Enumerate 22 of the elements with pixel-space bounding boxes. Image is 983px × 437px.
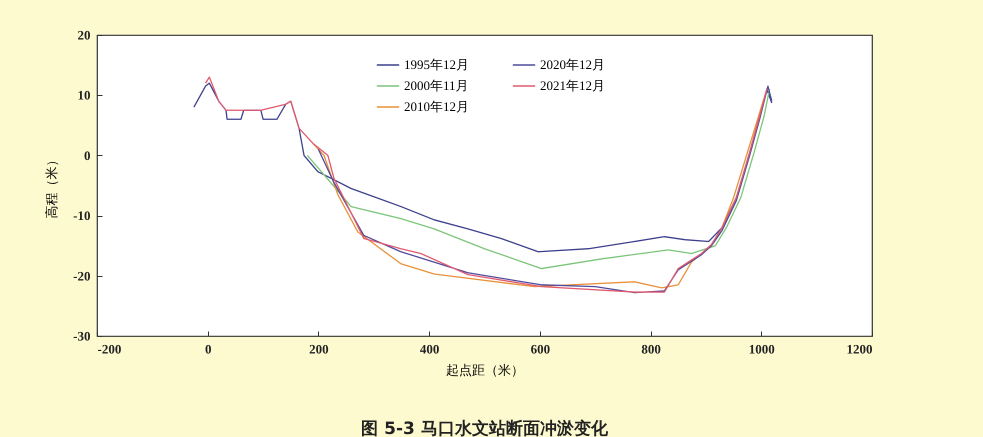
legend-label: 2000年11月: [404, 78, 469, 93]
x-tick-label: 1000: [748, 342, 775, 356]
legend-label: 2010年12月: [404, 99, 469, 114]
y-tick-label: 20: [78, 28, 90, 42]
y-tick-label: -30: [73, 328, 90, 344]
y-tick-label: 0: [84, 148, 90, 163]
x-tick-label: 0: [204, 342, 212, 356]
y-axis-title: 高程（米）: [44, 154, 60, 218]
y-tick-label: -10: [73, 208, 90, 224]
x-tick-label: 1200: [846, 342, 872, 356]
x-tick-label: 600: [530, 342, 550, 356]
text: 图 5-3 马口水文站断面冲淤变化: [361, 419, 609, 437]
legend-label: 1995年12月: [404, 57, 469, 72]
legend-label: 2020年12月: [540, 57, 605, 72]
x-tick-label: -200: [98, 342, 122, 356]
x-tick-label: 200: [309, 342, 329, 356]
y-tick-label: -20: [73, 268, 90, 284]
x-tick-label: 800: [641, 342, 661, 356]
x-tick-label: 400: [420, 342, 440, 356]
x-axis-title: 起点距（米）: [446, 364, 524, 378]
legend-label: 2021年12月: [540, 78, 605, 93]
y-tick-label: 10: [78, 88, 90, 103]
